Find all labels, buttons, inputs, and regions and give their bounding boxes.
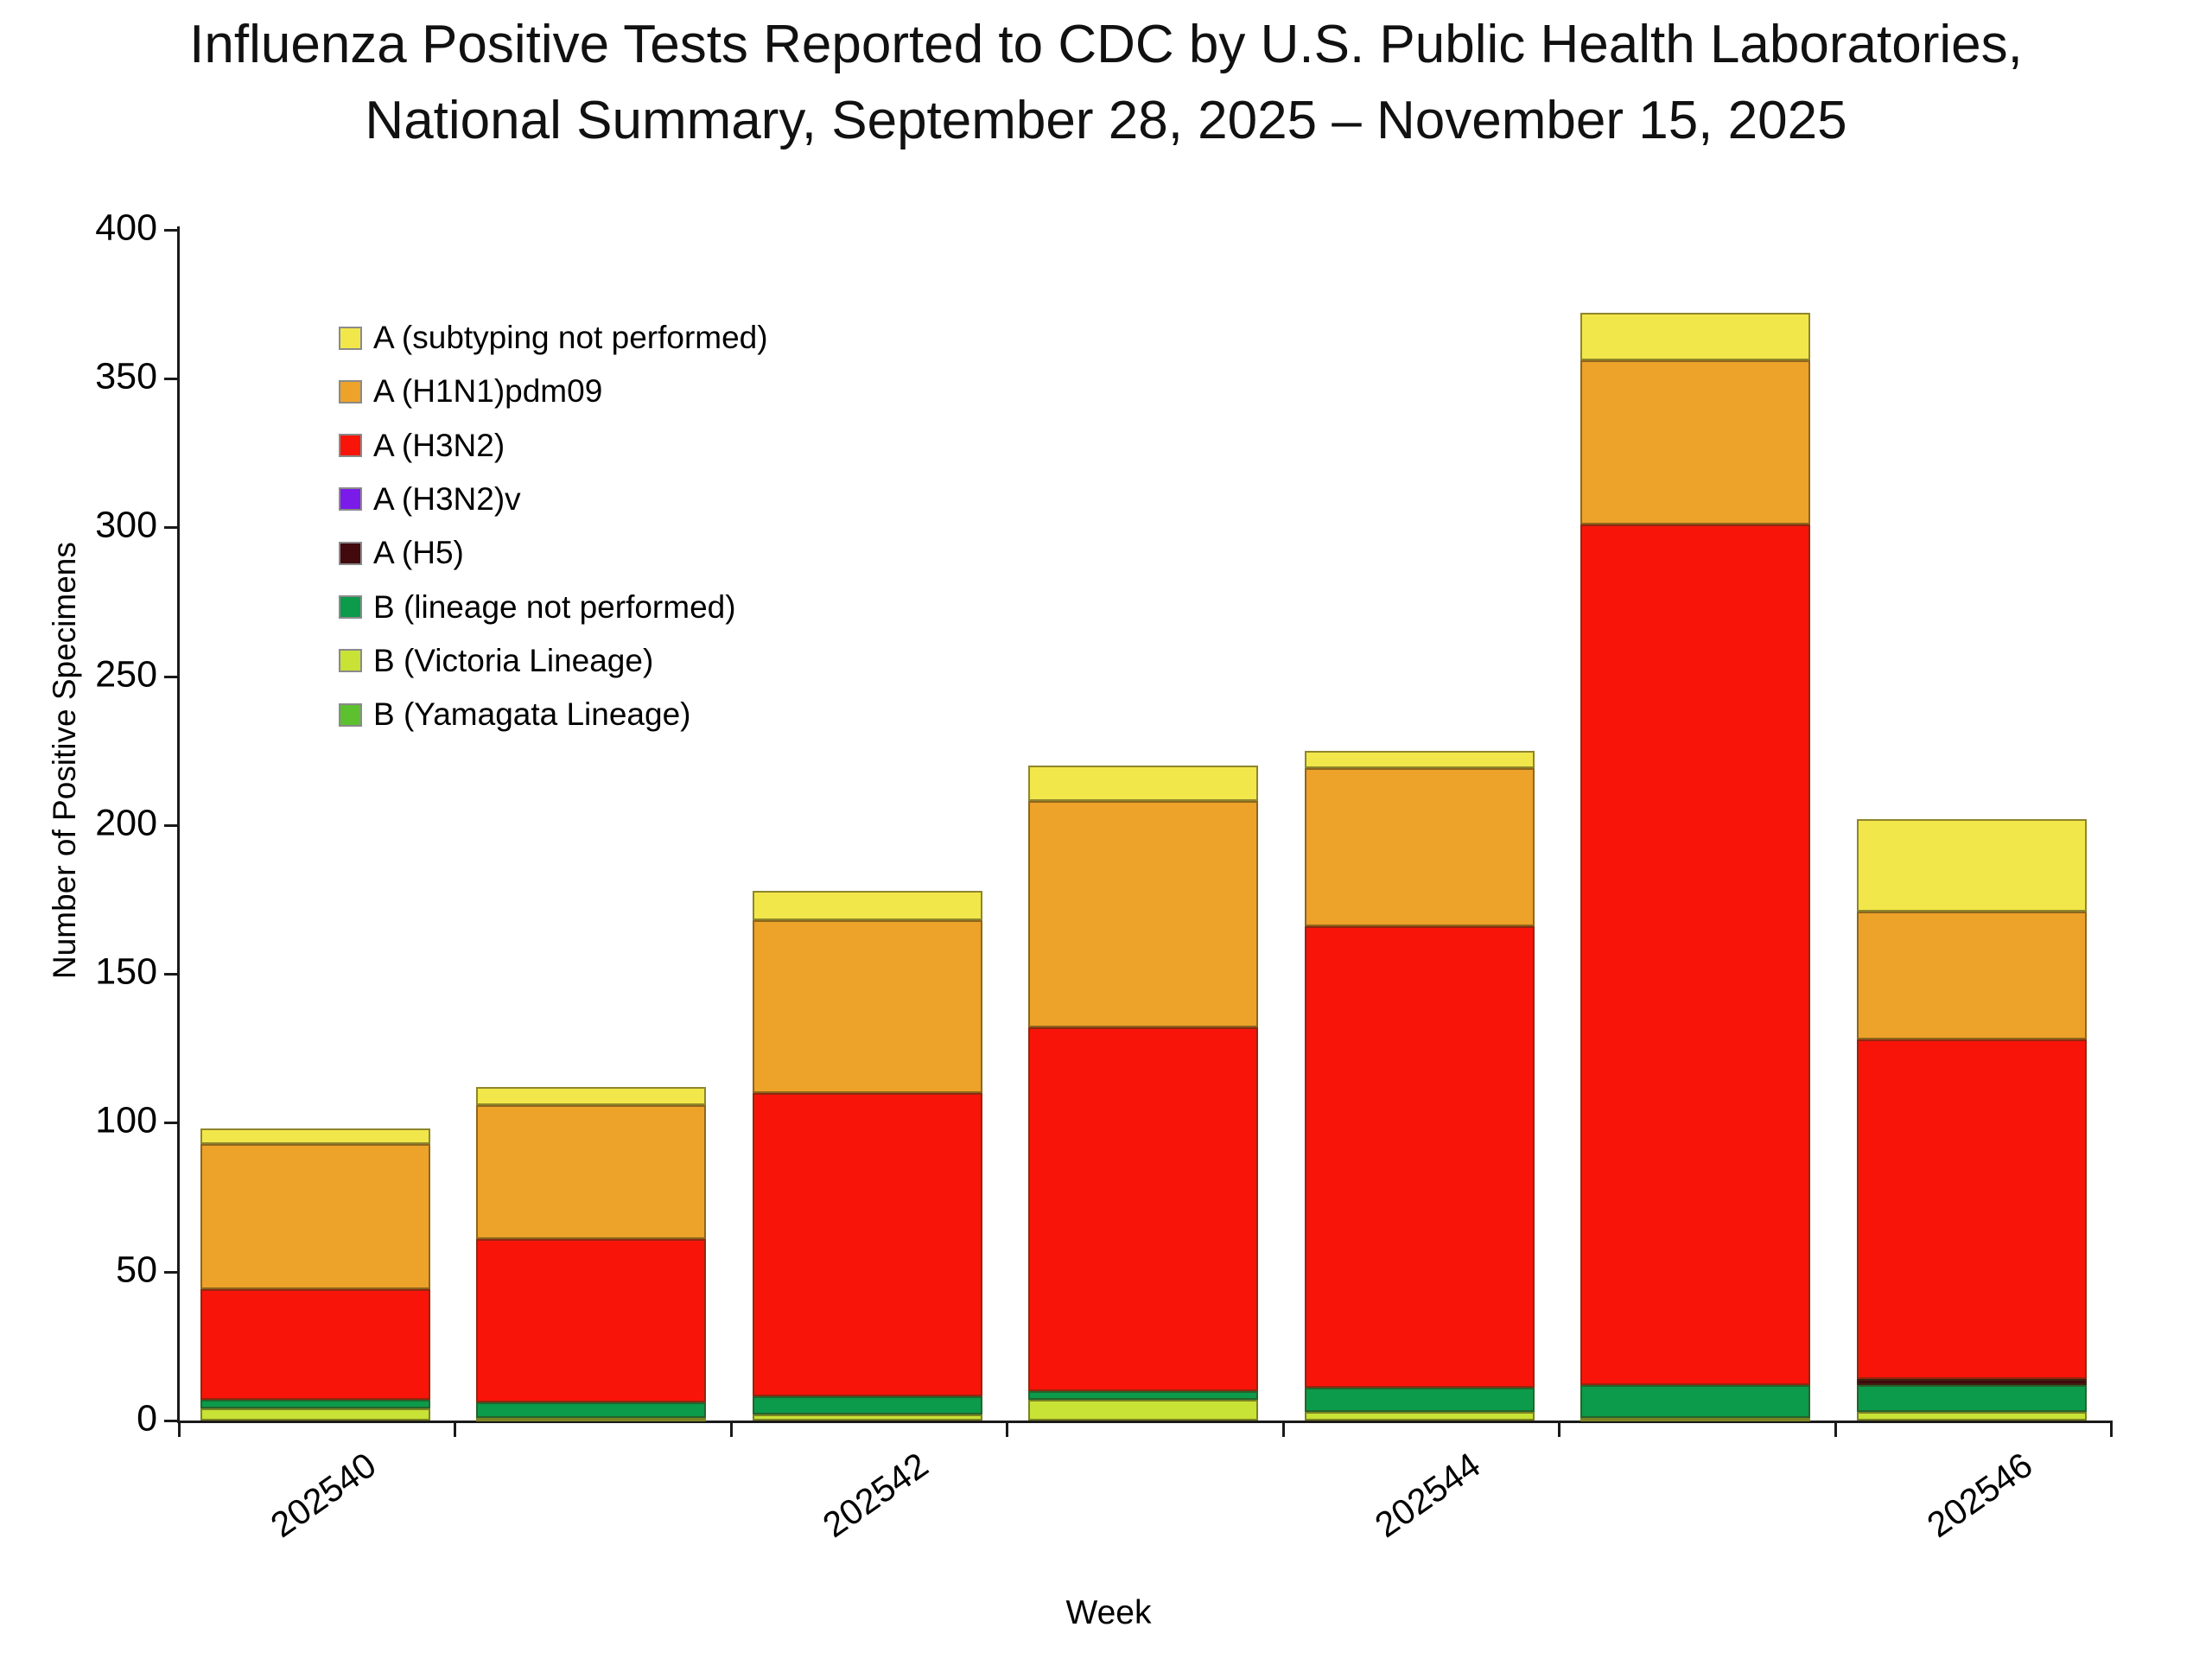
bar-segment	[200, 1289, 430, 1400]
y-tick-mark	[164, 675, 177, 678]
x-tick-mark	[1558, 1422, 1560, 1437]
bar-segment	[476, 1402, 706, 1418]
bar-segment	[753, 1396, 982, 1415]
x-tick-label: 202544	[1367, 1445, 1488, 1546]
bar-segment	[1580, 360, 1810, 524]
y-tick-label: 350	[95, 355, 157, 397]
bar-segment	[1305, 925, 1535, 1389]
x-axis-line	[177, 1421, 2113, 1423]
bar-segment	[1580, 313, 1810, 361]
bar-segment	[200, 1408, 430, 1421]
bar-segment	[476, 1238, 706, 1403]
legend-item: A (subtyping not performed)	[339, 319, 768, 357]
y-tick-label: 100	[95, 1099, 157, 1141]
bar-segment	[1305, 1388, 1535, 1412]
y-tick-label: 250	[95, 653, 157, 696]
x-tick-mark	[2110, 1422, 2113, 1437]
y-axis-line	[177, 226, 180, 1423]
y-tick-mark	[164, 228, 177, 232]
bar-segment	[1857, 911, 2087, 1039]
legend-swatch-icon	[339, 702, 362, 727]
bar-segment	[1857, 1378, 2087, 1385]
bar-segment	[1580, 1417, 1810, 1421]
x-axis-title: Week	[1065, 1594, 1152, 1631]
y-tick-mark	[164, 1122, 177, 1125]
bar-segment	[1580, 1384, 1810, 1418]
bar-segment	[1857, 1384, 2087, 1412]
y-tick-mark	[164, 526, 177, 530]
bar-segment	[1305, 750, 1535, 769]
x-tick-label: 202546	[1919, 1445, 2040, 1546]
y-tick-label: 0	[137, 1397, 157, 1440]
y-axis-title: Number of Positive Specimens	[47, 542, 82, 979]
bar-segment	[753, 920, 982, 1093]
x-tick-label: 202542	[815, 1445, 936, 1546]
x-tick-mark	[1282, 1422, 1285, 1437]
legend-item: A (H1N1)pdm09	[339, 372, 602, 410]
legend-label: A (subtyping not performed)	[373, 320, 768, 355]
legend-item: A (H3N2)v	[339, 480, 521, 518]
legend-swatch-icon	[339, 595, 362, 619]
y-tick-mark	[164, 823, 177, 827]
y-tick-label: 400	[95, 207, 157, 249]
legend-label: A (H3N2)	[373, 427, 505, 463]
y-tick-label: 300	[95, 504, 157, 546]
x-tick-mark	[178, 1422, 181, 1437]
legend-swatch-icon	[339, 326, 362, 350]
bar-segment	[1305, 1411, 1535, 1421]
legend-label: B (Yamagata Lineage)	[373, 696, 691, 733]
legend-swatch-icon	[339, 541, 362, 565]
bar-segment	[753, 890, 982, 921]
bar-segment	[1028, 1390, 1258, 1400]
bar-segment	[1857, 1039, 2087, 1379]
legend-label: B (lineage not performed)	[373, 588, 736, 625]
y-tick-mark	[164, 973, 177, 976]
y-tick-label: 50	[116, 1249, 157, 1291]
x-tick-mark	[730, 1422, 733, 1437]
legend-item: B (lineage not performed)	[339, 588, 736, 626]
bar-segment	[200, 1399, 430, 1409]
legend-swatch-icon	[339, 487, 362, 512]
y-tick-mark	[164, 377, 177, 380]
y-tick-mark	[164, 1270, 177, 1274]
legend-label: A (H3N2)v	[373, 480, 521, 517]
legend-item: A (H5)	[339, 534, 464, 572]
bar-segment	[1857, 1411, 2087, 1421]
x-tick-mark	[1006, 1422, 1008, 1437]
chart-title: Influenza Positive Tests Reported to CDC…	[0, 7, 2212, 159]
legend-swatch-icon	[339, 649, 362, 673]
legend-item: B (Victoria Lineage)	[339, 642, 653, 680]
legend-swatch-icon	[339, 379, 362, 404]
chart-title-line2: National Summary, September 28, 2025 – N…	[365, 91, 1847, 150]
bar-segment	[1028, 765, 1258, 802]
bar-segment	[1028, 1027, 1258, 1391]
x-tick-mark	[454, 1422, 456, 1437]
bar-segment	[1305, 768, 1535, 926]
bar-segment	[753, 1092, 982, 1397]
legend-item: A (H3N2)	[339, 427, 505, 465]
bar-segment	[476, 1104, 706, 1239]
bar-segment	[476, 1087, 706, 1105]
chart-title-line1: Influenza Positive Tests Reported to CDC…	[189, 15, 2023, 74]
y-tick-mark	[164, 1420, 177, 1422]
y-tick-label: 150	[95, 950, 157, 993]
x-tick-mark	[1834, 1422, 1837, 1437]
bar-segment	[200, 1128, 430, 1144]
y-tick-label: 200	[95, 802, 157, 844]
bar-segment	[1028, 801, 1258, 1028]
bar-segment	[476, 1417, 706, 1421]
bar-segment	[1028, 1399, 1258, 1421]
x-tick-label: 202540	[263, 1445, 384, 1546]
legend-swatch-icon	[339, 434, 362, 458]
bar-segment	[200, 1143, 430, 1290]
bar-segment	[753, 1414, 982, 1421]
legend-label: A (H5)	[373, 535, 464, 571]
bar-segment	[1857, 818, 2087, 912]
legend-item: B (Yamagata Lineage)	[339, 696, 691, 734]
bar-segment	[1580, 524, 1810, 1385]
legend-label: B (Victoria Lineage)	[373, 642, 654, 678]
legend-label: A (H1N1)pdm09	[373, 373, 603, 410]
